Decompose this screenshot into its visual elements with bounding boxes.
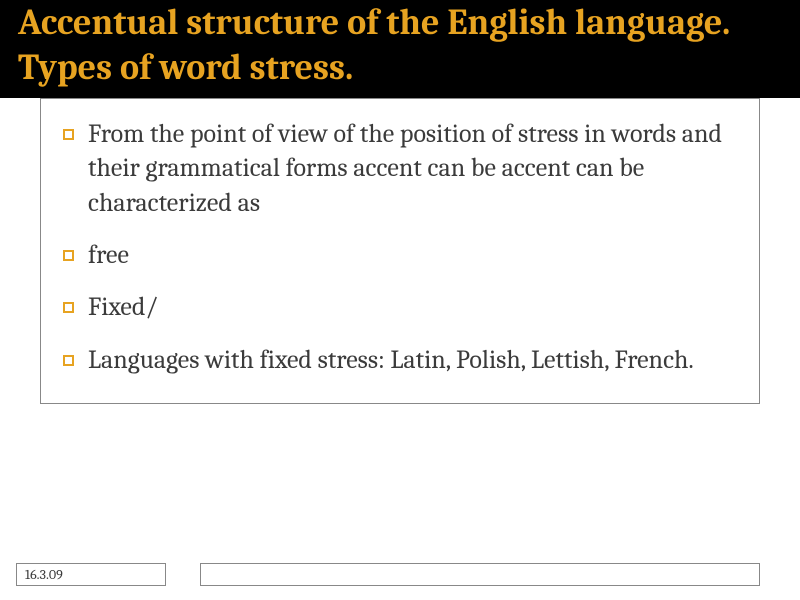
content-box: From the point of view of the position o…	[40, 98, 760, 404]
bullet-icon	[63, 250, 74, 261]
bullet-text: Fixed/	[88, 290, 737, 324]
list-item: From the point of view of the position o…	[63, 117, 737, 220]
bullet-text: Languages with fixed stress: Latin, Poli…	[88, 343, 737, 377]
footer-placeholder	[200, 563, 760, 586]
title-bar: Accentual structure of the English langu…	[0, 0, 800, 98]
bullet-icon	[63, 355, 74, 366]
footer: 16.3.09	[16, 563, 760, 586]
list-item: Languages with fixed stress: Latin, Poli…	[63, 343, 737, 377]
bullet-icon	[63, 302, 74, 313]
bullet-text: free	[88, 238, 737, 272]
list-item: Fixed/	[63, 290, 737, 324]
list-item: free	[63, 238, 737, 272]
bullet-icon	[63, 129, 74, 140]
footer-date: 16.3.09	[16, 563, 166, 586]
slide-title: Accentual structure of the English langu…	[18, 0, 782, 90]
bullet-text: From the point of view of the position o…	[88, 117, 737, 220]
